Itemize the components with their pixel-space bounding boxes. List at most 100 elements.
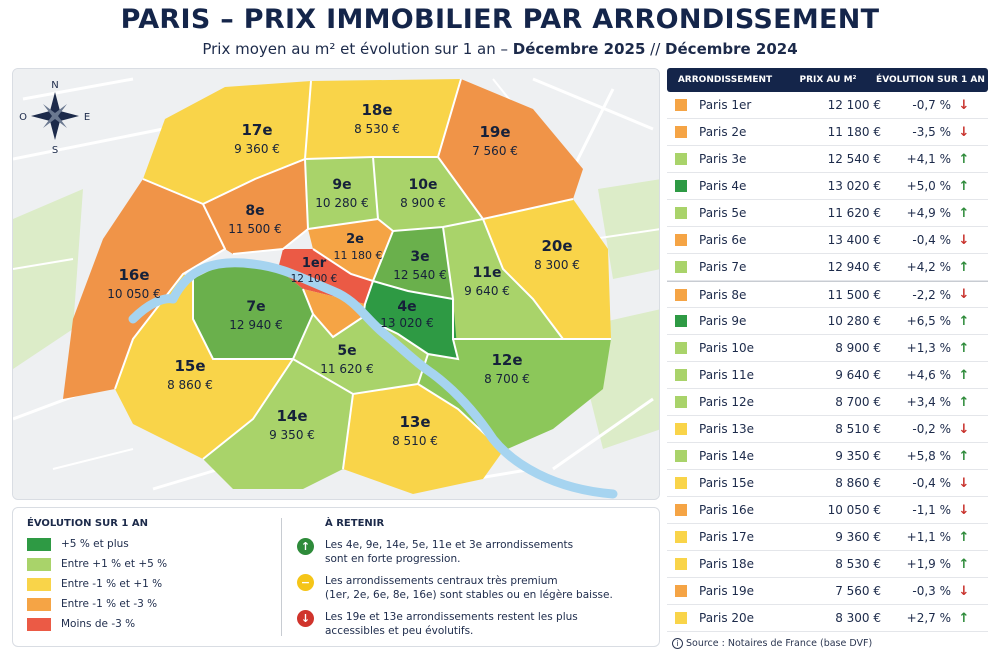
district-9-shape[interactable] bbox=[305, 157, 378, 229]
row-price: 11 180 € bbox=[827, 125, 881, 139]
retenir-line-1: Les arrondissements centraux très premiu… bbox=[325, 575, 558, 587]
row-name: Paris 1er bbox=[699, 98, 752, 112]
arrow-down-icon: ↓ bbox=[958, 97, 970, 113]
row-name: Paris 6e bbox=[699, 233, 747, 247]
row-price: 11 500 € bbox=[827, 287, 881, 302]
arrow-up-icon: ↑ bbox=[958, 556, 970, 572]
row-color-swatch bbox=[675, 450, 687, 462]
arrow-up-icon: ↑ bbox=[958, 151, 970, 167]
row-name: Paris 20e bbox=[699, 611, 755, 625]
district-7-shape[interactable] bbox=[193, 259, 313, 359]
source-text: Source : Notaires de France (base DVF) bbox=[686, 638, 873, 649]
district-19-shape[interactable] bbox=[438, 79, 583, 219]
arrow-up-icon: ↑ bbox=[958, 259, 970, 275]
district-8-shape[interactable] bbox=[203, 159, 308, 254]
map-canvas: N S E O 17e 9 360 € 18e 8 530 € 19e 7 56… bbox=[13, 69, 659, 499]
subtitle-prefix: Prix moyen au m² et évolution sur 1 an – bbox=[202, 40, 513, 58]
table-body: Paris 1er 12 100 € -0,7 % ↓ Paris 2e 11 180 €… bbox=[667, 92, 988, 632]
district-4-shape[interactable] bbox=[363, 281, 458, 359]
district-16-shape[interactable] bbox=[63, 179, 225, 399]
table-row: Paris 4e 13 020 € +5,0 % ↑ bbox=[667, 173, 988, 200]
row-price: 8 300 € bbox=[835, 611, 881, 625]
subtitle-date-2025: Décembre 2025 bbox=[512, 40, 646, 58]
districts bbox=[63, 79, 611, 494]
row-price: 10 280 € bbox=[827, 314, 881, 328]
row-name: Paris 13e bbox=[699, 422, 755, 436]
row-evolution: -1,1 % bbox=[912, 503, 951, 517]
table-row: Paris 5e 11 620 € +4,9 % ↑ bbox=[667, 200, 988, 227]
legend-label: Entre -1 % et +1 % bbox=[61, 578, 163, 590]
row-name: Paris 5e bbox=[699, 206, 747, 220]
row-color-swatch bbox=[675, 126, 687, 138]
table-row: Paris 20e 8 300 € +2,7 % ↑ bbox=[667, 605, 988, 632]
district-11-shape[interactable] bbox=[443, 219, 563, 339]
table-row: Paris 16e 10 050 € -1,1 % ↓ bbox=[667, 497, 988, 524]
district-16-price: 10 050 € bbox=[107, 287, 160, 301]
district-3-label: 3e bbox=[410, 249, 429, 265]
row-name: Paris 16e bbox=[699, 503, 755, 517]
seine-west bbox=[128, 294, 178, 324]
row-color-swatch bbox=[675, 342, 687, 354]
district-15-shape[interactable] bbox=[115, 274, 293, 459]
district-15-price: 8 860 € bbox=[167, 378, 213, 392]
row-evolution: +2,7 % bbox=[906, 611, 951, 625]
row-price: 8 900 € bbox=[835, 341, 881, 355]
table-row: Paris 8e 11 500 € -2,2 % ↓ bbox=[667, 281, 988, 308]
row-evolution: +1,3 % bbox=[906, 341, 951, 355]
district-18-shape[interactable] bbox=[305, 79, 461, 159]
table-row: Paris 2e 11 180 € -3,5 % ↓ bbox=[667, 119, 988, 146]
info-icon: i bbox=[672, 638, 683, 649]
district-13-shape[interactable] bbox=[343, 384, 503, 494]
district-3-price: 12 540 € bbox=[393, 268, 446, 282]
district-7-price: 12 940 € bbox=[229, 318, 282, 332]
arrow-up-icon: ↑ bbox=[958, 529, 970, 545]
table-row: Paris 14e 9 350 € +5,8 % ↑ bbox=[667, 443, 988, 470]
table-row: Paris 15e 8 860 € -0,4 % ↓ bbox=[667, 470, 988, 497]
row-price: 13 400 € bbox=[827, 233, 881, 247]
row-name: Paris 11e bbox=[699, 368, 755, 382]
row-evolution: +3,4 % bbox=[906, 395, 951, 409]
district-14-shape[interactable] bbox=[203, 359, 353, 489]
compass-east-label: E bbox=[84, 112, 90, 123]
legend-item: Entre -1 % et +1 % bbox=[27, 576, 162, 592]
district-1-shape[interactable] bbox=[278, 249, 373, 304]
district-17-price: 9 360 € bbox=[234, 142, 280, 156]
price-table: ARRONDISSEMENT PRIX AU M² ÉVOLUTION SUR … bbox=[667, 68, 988, 632]
row-price: 9 640 € bbox=[835, 368, 881, 382]
district-13-label: 13e bbox=[399, 413, 430, 431]
retenir-line-2: sont en forte progression. bbox=[325, 553, 461, 565]
district-10-price: 8 900 € bbox=[400, 196, 446, 210]
row-name: Paris 9e bbox=[699, 314, 747, 328]
row-color-swatch bbox=[675, 558, 687, 570]
row-name: Paris 14e bbox=[699, 449, 755, 463]
row-price: 10 050 € bbox=[827, 503, 881, 517]
paris-map[interactable]: N S E O 17e 9 360 € 18e 8 530 € 19e 7 56… bbox=[12, 68, 660, 500]
row-color-swatch bbox=[675, 153, 687, 165]
page-subtitle: Prix moyen au m² et évolution sur 1 an –… bbox=[0, 40, 1000, 58]
row-evolution: -0,2 % bbox=[912, 422, 951, 436]
arrow-down-icon: ↓ bbox=[958, 583, 970, 599]
row-name: Paris 10e bbox=[699, 341, 755, 355]
arrow-up-icon: ↑ bbox=[958, 340, 970, 356]
district-3-shape[interactable] bbox=[373, 227, 453, 299]
district-5-shape[interactable] bbox=[293, 314, 428, 394]
row-price: 8 700 € bbox=[835, 395, 881, 409]
table-row: Paris 6e 13 400 € -0,4 % ↓ bbox=[667, 227, 988, 254]
district-10-shape[interactable] bbox=[373, 157, 483, 231]
district-2-price: 11 180 € bbox=[334, 249, 383, 262]
row-color-swatch bbox=[675, 504, 687, 516]
legend-swatch bbox=[27, 557, 51, 571]
district-2-shape[interactable] bbox=[308, 219, 393, 281]
row-evolution: +1,9 % bbox=[906, 557, 951, 571]
row-evolution: +5,8 % bbox=[906, 449, 951, 463]
district-20-shape[interactable] bbox=[483, 199, 611, 339]
district-12-shape[interactable] bbox=[418, 339, 611, 451]
retenir-item: − Les arrondissements centraux très premi… bbox=[297, 574, 647, 602]
header-arrondissement: ARRONDISSEMENT bbox=[677, 75, 773, 85]
subtitle-date-2024: Décembre 2024 bbox=[665, 40, 798, 58]
row-color-swatch bbox=[675, 234, 687, 246]
row-evolution: +4,1 % bbox=[906, 152, 951, 166]
district-9-label: 9e bbox=[332, 177, 351, 193]
retenir-line-2: accessibles et peu évolutifs. bbox=[325, 625, 474, 637]
row-price: 8 860 € bbox=[835, 476, 881, 490]
